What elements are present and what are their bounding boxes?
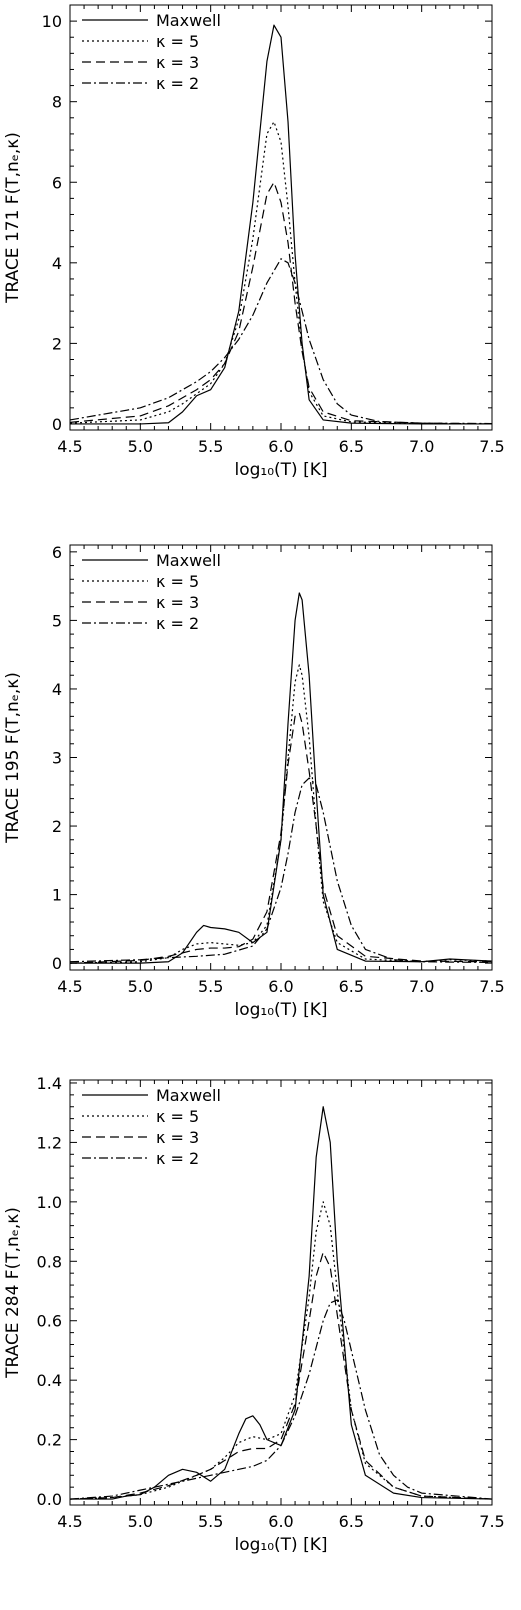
- y-tick-label: 4: [52, 254, 62, 273]
- chart-panel-1: 4.5 5.0 5.5 6.0 6.5 7.0 7.5 0 2 4 6 8 10 log₁₀(T) [K]…: [3, 4, 505, 480]
- plot-frame: [69, 544, 493, 971]
- legend-label: κ = 2: [156, 614, 199, 633]
- x-axis-label: log₁₀(T) [K]: [234, 1000, 327, 1020]
- legend-label: Maxwell: [156, 1086, 221, 1105]
- x-tick-label: 5.5: [198, 977, 223, 996]
- legend-label: κ = 2: [156, 1149, 199, 1168]
- legend-label: κ = 5: [156, 1107, 199, 1126]
- y-tick-label: 10: [42, 12, 62, 31]
- legend-label: Maxwell: [156, 11, 221, 30]
- x-tick-label: 6.5: [339, 437, 364, 456]
- y-tick-label: 0: [52, 415, 62, 434]
- x-tick-label: 7.5: [479, 977, 504, 996]
- y-tick-label: 1.4: [37, 1074, 62, 1093]
- x-tick-label: 7.0: [409, 437, 434, 456]
- x-tick-label: 6.5: [339, 1512, 364, 1531]
- legend-label: κ = 5: [156, 572, 199, 591]
- y-tick-label: 2: [52, 817, 62, 836]
- x-tick-label: 6.5: [339, 977, 364, 996]
- x-tick-label: 6.0: [268, 1512, 293, 1531]
- x-tick-label: 5.0: [128, 977, 153, 996]
- legend-label: κ = 3: [156, 1128, 199, 1147]
- x-tick-label: 5.5: [198, 1512, 223, 1531]
- x-tick-label: 6.0: [268, 437, 293, 456]
- series-line-kappa-2: [69, 181, 493, 425]
- x-tick-label: 5.0: [128, 1512, 153, 1531]
- y-tick-label: 0.4: [37, 1371, 62, 1390]
- x-tick-label: 7.5: [479, 437, 504, 456]
- series-line-kappa-1: [69, 121, 493, 425]
- y-axis-label: TRACE 171 F(T,nₑ,κ): [3, 132, 23, 304]
- x-axis-label: log₁₀(T) [K]: [234, 460, 327, 480]
- y-tick-label: 0.0: [37, 1490, 62, 1509]
- x-tick-label: 4.5: [57, 977, 82, 996]
- series-line-kappa-3: [69, 1299, 493, 1500]
- x-tick-label: 6.0: [268, 977, 293, 996]
- y-tick-label: 4: [52, 680, 62, 699]
- plot-frame: [69, 4, 493, 431]
- x-tick-label: 5.0: [128, 437, 153, 456]
- y-tick-label: 5: [52, 611, 62, 630]
- x-tick-label: 4.5: [57, 1512, 82, 1531]
- y-tick-label: 8: [52, 93, 62, 112]
- series-line-kappa-3: [69, 777, 493, 964]
- legend-label: κ = 5: [156, 32, 199, 51]
- y-tick-label: 2: [52, 334, 62, 353]
- y-tick-label: 6: [52, 543, 62, 562]
- series-line-kappa-1: [69, 1201, 493, 1500]
- y-axis-label: TRACE 284 F(T,nₑ,κ): [3, 1207, 23, 1379]
- plot-frame: [69, 1079, 493, 1506]
- legend-label: κ = 2: [156, 74, 199, 93]
- y-axis-label: TRACE 195 F(T,nₑ,κ): [3, 672, 23, 844]
- chart-panel-2: 4.5 5.0 5.5 6.0 6.5 7.0 7.5 0 1 2 3 4 5 6 log₁₀(T) [K]…: [3, 543, 505, 1020]
- x-tick-label: 5.5: [198, 437, 223, 456]
- x-tick-label: 4.5: [57, 437, 82, 456]
- y-tick-label: 0.8: [37, 1252, 62, 1271]
- series-line-kappa-2: [69, 712, 493, 964]
- y-tick-label: 1.2: [37, 1133, 62, 1152]
- y-tick-label: 3: [52, 749, 62, 768]
- y-tick-label: 0: [52, 954, 62, 973]
- series-line-maxwell: [70, 1106, 493, 1500]
- series-line-kappa-3: [69, 258, 493, 425]
- legend-label: κ = 3: [156, 593, 199, 612]
- y-tick-label: 1: [52, 886, 62, 905]
- legend-label: Maxwell: [156, 551, 221, 570]
- series-line-maxwell: [70, 24, 492, 425]
- y-tick-label: 6: [52, 173, 62, 192]
- chart-panel-3: 4.5 5.0 5.5 6.0 6.5 7.0 7.5 0.0 0.2 0.4 0.6 0.8 1.0 1…: [3, 1074, 505, 1555]
- legend-label: κ = 3: [156, 53, 199, 72]
- series-line-kappa-1: [69, 664, 493, 964]
- series-line-kappa-2: [69, 1251, 493, 1500]
- x-tick-label: 7.5: [479, 1512, 504, 1531]
- x-axis-label: log₁₀(T) [K]: [234, 1535, 327, 1555]
- y-tick-label: 1.0: [37, 1193, 62, 1212]
- y-tick-label: 0.2: [37, 1431, 62, 1450]
- x-tick-label: 7.0: [409, 1512, 434, 1531]
- x-tick-label: 7.0: [409, 977, 434, 996]
- series-line-maxwell: [70, 592, 493, 964]
- y-tick-label: 0.6: [37, 1312, 62, 1331]
